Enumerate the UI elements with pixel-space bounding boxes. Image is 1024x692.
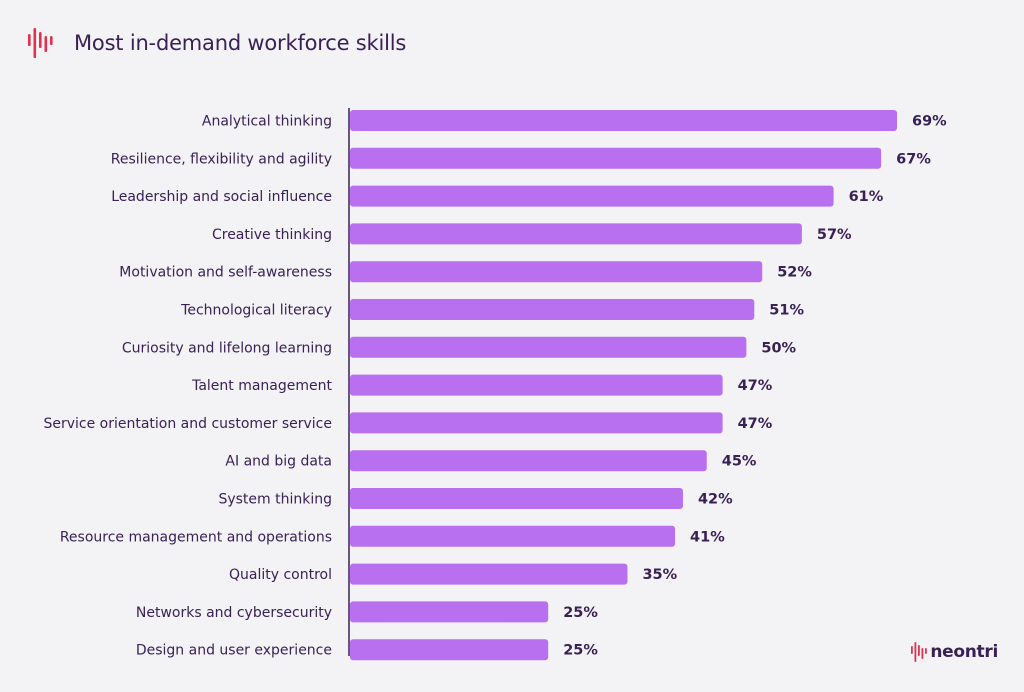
data-label: 25% — [563, 643, 598, 659]
category-label: Service orientation and customer service — [43, 416, 332, 432]
category-label: Leadership and social influence — [111, 189, 332, 205]
data-label: 41% — [690, 529, 725, 545]
category-label: Resilience, flexibility and agility — [111, 151, 332, 167]
category-label: Curiosity and lifelong learning — [122, 340, 332, 356]
data-label: 47% — [738, 378, 773, 394]
category-label: Talent management — [191, 378, 332, 394]
bar — [350, 299, 755, 320]
bar — [350, 261, 763, 283]
category-label: Analytical thinking — [202, 114, 332, 130]
brand-logo: neontri — [911, 642, 998, 662]
bar — [350, 601, 549, 623]
category-label: Technological literacy — [180, 303, 332, 319]
bar — [350, 525, 676, 547]
data-label: 52% — [777, 265, 812, 281]
soundwave-logo-icon — [28, 28, 53, 58]
category-label: Resource management and operations — [60, 529, 332, 545]
bar — [350, 374, 723, 396]
data-label: 50% — [761, 340, 796, 356]
category-label: AI and big data — [225, 454, 332, 470]
bar — [350, 450, 707, 472]
data-label: 42% — [698, 492, 733, 508]
category-label: Creative thinking — [212, 227, 332, 243]
data-label: 47% — [738, 416, 773, 432]
data-label: 45% — [722, 454, 757, 470]
data-label: 57% — [817, 227, 852, 243]
bar — [350, 639, 549, 661]
bar — [350, 336, 747, 358]
soundwave-logo-icon — [911, 642, 928, 662]
bar — [350, 147, 882, 169]
data-label: 51% — [769, 303, 804, 319]
data-label: 25% — [563, 605, 598, 621]
category-label: Networks and cybersecurity — [136, 605, 332, 621]
category-label: System thinking — [218, 492, 332, 508]
category-label: Quality control — [229, 567, 332, 583]
chart-header: Most in-demand workforce skills — [28, 28, 406, 58]
brand-name: neontri — [930, 642, 998, 662]
bar — [350, 488, 683, 509]
data-label: 35% — [642, 567, 677, 583]
bar — [350, 185, 834, 207]
data-label: 67% — [896, 151, 931, 167]
category-label: Design and user experience — [136, 643, 332, 659]
data-label: 69% — [912, 114, 947, 130]
bar — [350, 412, 723, 434]
chart-title: Most in-demand workforce skills — [74, 31, 407, 55]
bar — [350, 223, 802, 245]
data-label: 61% — [849, 189, 884, 205]
bar — [350, 110, 897, 131]
bar — [350, 563, 628, 585]
category-label: Motivation and self-awareness — [119, 265, 332, 281]
